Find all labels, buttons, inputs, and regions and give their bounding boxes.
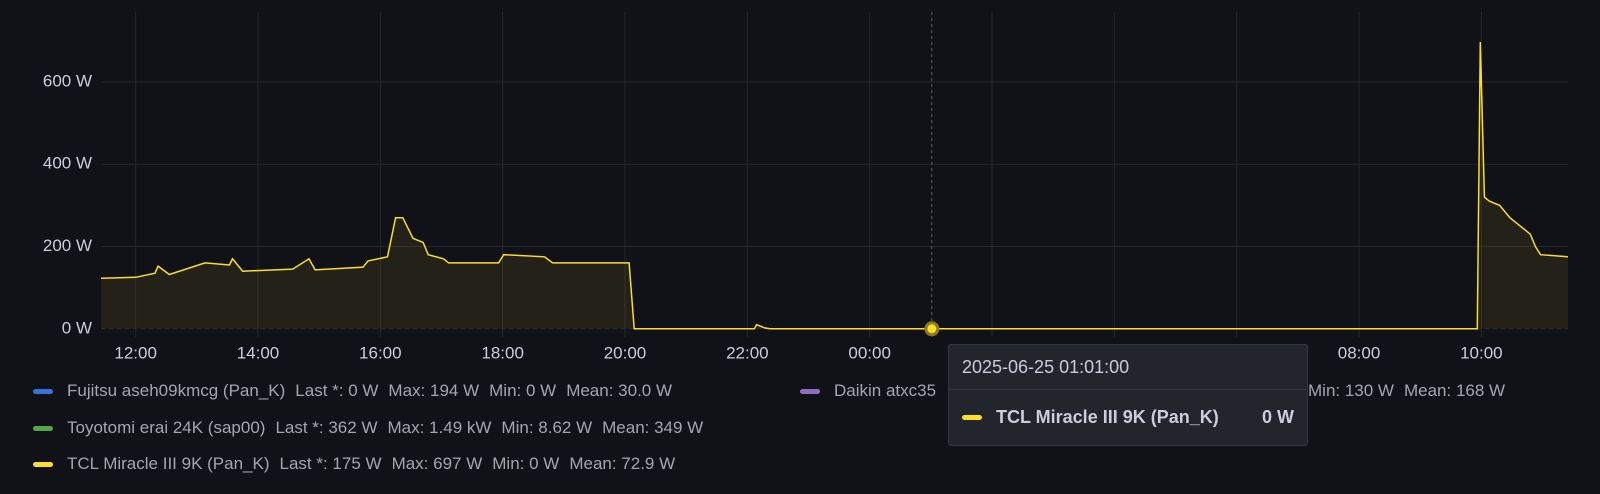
legend-stat: Mean: 168 W bbox=[1403, 381, 1506, 400]
legend-stat: Mean: 30.0 W bbox=[566, 381, 673, 400]
legend-name: Fujitsu aseh09kmcg (Pan_K) bbox=[67, 381, 286, 400]
legend-stat: Min: 8.62 W bbox=[501, 418, 593, 437]
legend-row: TCL Miracle III 9K (Pan_K) Last *: 175 W M… bbox=[33, 454, 675, 474]
legend-swatch bbox=[33, 461, 53, 467]
y-tick-label: 600 W bbox=[43, 71, 92, 90]
legend-name: Daikin atxc35 bbox=[834, 381, 937, 400]
series-area bbox=[101, 42, 1568, 329]
legend-item: TCL Miracle III 9K (Pan_K) Last *: 175 W M… bbox=[33, 454, 675, 474]
tooltip-row: TCL Miracle III 9K (Pan_K) 0 W bbox=[949, 390, 1307, 444]
tooltip-title: 2025-06-25 01:01:00 bbox=[949, 345, 1307, 390]
legend-stats: Min: 130 W Mean: 168 W bbox=[1298, 381, 1505, 401]
legend-stat: Mean: 349 W bbox=[602, 418, 704, 437]
legend-item: Fujitsu aseh09kmcg (Pan_K) Last *: 0 W Max… bbox=[33, 381, 672, 401]
legend-stat: Min: 0 W bbox=[492, 454, 560, 473]
hover-point bbox=[924, 321, 940, 337]
x-tick-label: 08:00 bbox=[1338, 343, 1381, 362]
series-line bbox=[100, 41, 1569, 330]
x-tick-label: 18:00 bbox=[481, 343, 524, 362]
x-tick-label: 16:00 bbox=[359, 343, 402, 362]
x-tick-label: 20:00 bbox=[604, 343, 647, 362]
legend-stat: Max: 697 W bbox=[391, 454, 483, 473]
y-tick-label: 400 W bbox=[43, 154, 92, 173]
legend-row: Toyotomi erai 24K (sap00) Last *: 362 W Ma… bbox=[33, 418, 703, 438]
legend-item: Toyotomi erai 24K (sap00) Last *: 362 W Ma… bbox=[33, 418, 703, 438]
x-tick-label: 14:00 bbox=[237, 343, 280, 362]
tooltip-swatch bbox=[962, 414, 982, 420]
x-tick-label: 12:00 bbox=[114, 343, 157, 362]
tooltip: 2025-06-25 01:01:00 TCL Miracle III 9K (… bbox=[948, 344, 1308, 446]
legend-stat: Last *: 362 W bbox=[275, 418, 378, 437]
legend-swatch bbox=[33, 425, 53, 431]
x-tick-label: 22:00 bbox=[726, 343, 769, 362]
x-tick-label: 00:00 bbox=[848, 343, 891, 362]
x-tick-label: 10:00 bbox=[1460, 343, 1503, 362]
legend-name: Toyotomi erai 24K (sap00) bbox=[67, 418, 266, 437]
y-tick-label: 0 W bbox=[62, 318, 92, 337]
legend-item: Daikin atxc35 bbox=[800, 381, 936, 401]
legend-stat: Last *: 175 W bbox=[279, 454, 382, 473]
legend-stat: Max: 1.49 kW bbox=[387, 418, 492, 437]
legend-stat: Max: 194 W bbox=[388, 381, 480, 400]
tooltip-series: TCL Miracle III 9K (Pan_K) bbox=[996, 406, 1219, 427]
legend-swatch bbox=[33, 388, 53, 394]
legend-row: Fujitsu aseh09kmcg (Pan_K) Last *: 0 W Max… bbox=[33, 381, 1505, 401]
legend-swatch bbox=[800, 388, 820, 394]
legend-stat: Mean: 72.9 W bbox=[569, 454, 676, 473]
tooltip-value: 0 W bbox=[1261, 406, 1294, 427]
legend-stat: Min: 0 W bbox=[489, 381, 557, 400]
legend-stat: Min: 130 W bbox=[1308, 381, 1394, 400]
y-tick-label: 200 W bbox=[43, 236, 92, 255]
legend-name: TCL Miracle III 9K (Pan_K) bbox=[67, 454, 270, 473]
legend-stat: Last *: 0 W bbox=[295, 381, 379, 400]
